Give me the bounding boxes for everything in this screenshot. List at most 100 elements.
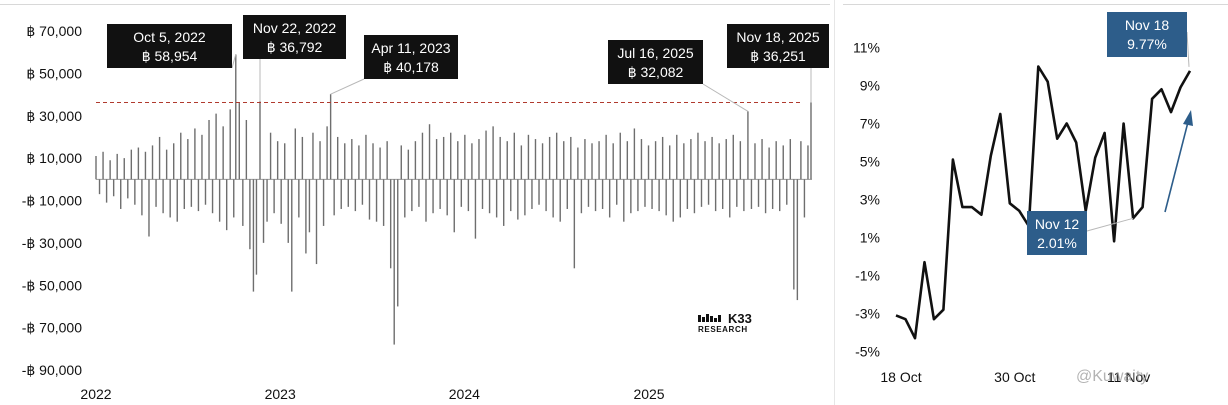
flow-bar [488,179,491,214]
callout-leader-line [231,54,237,69]
flow-bar [259,101,261,180]
flow-bar [120,179,122,209]
flow-bar [229,109,231,180]
flow-bar [665,179,667,216]
flow-bar [340,179,342,209]
flow-bar [714,179,717,212]
callout-box [1107,12,1187,57]
flow-bar [442,136,445,180]
flow-bar [555,132,558,180]
flow-bar [747,111,749,180]
flow-bar [245,119,248,180]
flow-bar [421,132,424,180]
flow-bar [116,153,118,180]
flow-bar [690,139,692,180]
flow-bar [732,134,734,180]
flow-bar [721,179,724,209]
callout-date-label: Nov 18, 2025 [736,29,819,45]
flow-bar [418,179,420,207]
flow-bar [372,143,374,180]
flow-bar [280,179,282,224]
flow-bar [796,179,799,301]
y-tick-label: 11% [853,40,880,56]
flow-bar [810,102,812,180]
y-tick-label: ฿ 50,000 [26,65,82,81]
x-tick-label: 30 Oct [994,369,1035,385]
x-tick-label: 2024 [449,386,480,402]
flow-bar [428,124,431,180]
flow-bar [176,179,178,222]
flow-bar [704,141,706,180]
callout-box [727,24,829,68]
flow-bar [718,143,720,180]
flow-bar [197,179,200,212]
flow-bar [775,141,777,180]
flow-bar [266,179,268,222]
flow-bar [411,179,413,212]
flow-bar [187,139,189,180]
flow-bar [626,141,629,180]
flow-bar [215,113,217,180]
callout-value-label: 9.77% [1127,36,1167,52]
flow-bar [112,179,115,197]
callout-leader-line [702,83,749,112]
flow-bar [608,179,611,218]
flow-bar [524,179,526,216]
flow-bar [312,132,314,180]
flow-bar [269,132,272,180]
y-tick-label: ฿ 70,000 [26,23,82,39]
flow-bar [294,128,297,180]
y-tick-label: -3% [855,306,880,322]
flow-bar [654,141,657,180]
flow-bar [601,179,604,209]
flow-bar [347,179,349,207]
flow-bar [683,143,685,180]
flow-bar [354,179,357,212]
flow-bar [503,179,505,226]
flow-bar [467,179,470,212]
flow-bar [471,143,473,180]
flow-bar [707,179,710,205]
k33-logo-icon [698,314,721,322]
flow-bar [605,134,607,180]
flow-bar [457,141,459,180]
flow-bar [661,136,664,180]
callout-leader-line [1186,31,1190,67]
top-rule-left [0,4,830,5]
flow-bar [559,179,561,222]
x-tick-label: 2023 [265,386,296,402]
y-tick-label: ฿ 10,000 [26,150,82,166]
trend-arrow-shaft [1164,121,1189,213]
flow-bar [393,179,395,345]
flow-bar [573,179,576,269]
flow-bar [105,179,108,203]
flow-bar [481,179,484,209]
callout-date-label: Jul 16, 2025 [617,45,693,61]
flow-bar [761,139,763,180]
flow-bar [786,179,788,205]
logo-wordmark: K33 [728,311,752,326]
flow-bar [807,145,809,180]
k33-research-logo: K33 RESEARCH [698,311,768,338]
flow-bar [527,134,530,180]
flow-bar [520,145,523,180]
flow-bar [513,132,515,180]
callout-box [608,40,703,84]
y-tick-label: -5% [855,344,880,360]
flow-bar [322,179,325,226]
flow-bar [693,179,696,214]
flow-bar [594,179,597,212]
flow-bar [633,128,636,180]
flow-bar [566,179,568,209]
flow-bar [672,179,674,222]
flow-bar [329,94,332,180]
flow-bar [165,149,168,180]
flow-bar [587,179,590,207]
x-tick-label: 2022 [80,386,111,402]
flow-bar [144,151,147,180]
flow-bar [789,139,792,180]
flow-bar [492,126,494,180]
flow-bar [358,145,360,180]
flow-bar [623,179,625,222]
flow-bar [404,179,406,218]
